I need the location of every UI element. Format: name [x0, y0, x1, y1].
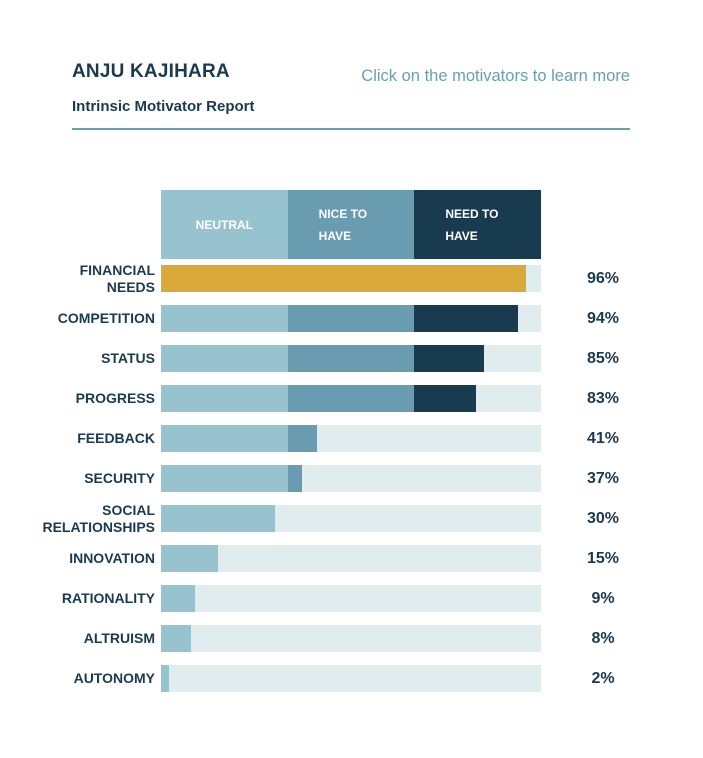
- motivator-bar-track[interactable]: [161, 385, 541, 412]
- motivator-label[interactable]: RATIONALITY: [61, 590, 155, 606]
- motivator-percent: 83%: [586, 389, 620, 407]
- bar-neutral-segment: [161, 465, 288, 492]
- bar-neutral-segment: [161, 305, 288, 332]
- motivator-label[interactable]: FEEDBACK: [77, 430, 155, 446]
- legend-need-to-have: NEED TO HAVE: [414, 190, 541, 259]
- motivator-bar-track[interactable]: [161, 465, 541, 492]
- motivator-label[interactable]: SECURITY: [84, 470, 155, 486]
- motivator-row[interactable]: COMPETITION 94%: [0, 305, 703, 332]
- bar-neutral-segment: [161, 585, 196, 612]
- motivator-percent: 96%: [586, 269, 620, 287]
- motivator-bar-track[interactable]: [161, 345, 541, 372]
- legend-neutral: NEUTRAL: [161, 190, 288, 259]
- motivator-label[interactable]: COMPETITION: [57, 310, 155, 326]
- motivator-percent: 30%: [586, 509, 620, 527]
- motivator-percent: 15%: [586, 549, 620, 567]
- motivator-bar-track[interactable]: [161, 665, 541, 692]
- legend-nice-to-have: NICE TO HAVE: [287, 190, 415, 259]
- motivator-label[interactable]: STATUS: [101, 350, 155, 366]
- bar-nice-segment: [287, 425, 317, 452]
- learn-more-hint[interactable]: Click on the motivators to learn more: [361, 67, 630, 85]
- motivator-label[interactable]: SOCIAL RELATIONSHIPS: [42, 501, 155, 535]
- motivator-label[interactable]: PROGRESS: [75, 390, 155, 406]
- motivator-row[interactable]: SOCIAL RELATIONSHIPS 30%: [0, 501, 703, 535]
- legend: NEUTRAL NICE TO HAVE NEED TO HAVE: [161, 190, 541, 259]
- motivator-percent: 2%: [591, 669, 615, 687]
- motivator-bar-track[interactable]: [161, 505, 541, 532]
- name-heading: ANJU KAJIHARA: [72, 61, 230, 82]
- legend-neutral-label: NEUTRAL: [195, 217, 253, 232]
- bar-neutral-segment: [161, 545, 218, 572]
- motivator-row[interactable]: FEEDBACK 41%: [0, 425, 703, 452]
- motivator-bar-track[interactable]: [161, 625, 541, 652]
- motivator-percent: 37%: [586, 469, 620, 487]
- motivator-label[interactable]: AUTONOMY: [73, 670, 155, 686]
- motivator-row[interactable]: FINANCIAL NEEDS 96%: [0, 261, 703, 295]
- motivator-percent: 94%: [586, 309, 620, 327]
- motivator-row[interactable]: AUTONOMY 2%: [0, 665, 703, 692]
- bar-need-segment: [414, 345, 484, 372]
- legend-nice-label: NICE TO HAVE: [318, 206, 368, 243]
- motivator-percent: 41%: [586, 429, 620, 447]
- bar-neutral-segment: [161, 385, 288, 412]
- bar-neutral-segment: [161, 625, 192, 652]
- bar-need-segment: [414, 305, 519, 332]
- motivator-bar-track[interactable]: [161, 305, 541, 332]
- motivator-percent: 85%: [586, 349, 620, 367]
- bar-neutral-segment: [161, 345, 288, 372]
- bar-neutral-segment: [161, 505, 275, 532]
- bar-nice-segment: [287, 465, 302, 492]
- motivator-row[interactable]: SECURITY 37%: [0, 465, 703, 492]
- bar-nice-segment: [287, 305, 415, 332]
- motivator-percent: 9%: [591, 589, 615, 607]
- bar-need-segment: [414, 385, 477, 412]
- motivator-row[interactable]: INNOVATION 15%: [0, 545, 703, 572]
- legend-need-label: NEED TO HAVE: [445, 206, 499, 243]
- motivator-percent: 8%: [591, 629, 615, 647]
- motivator-bar-track[interactable]: [161, 265, 541, 292]
- motivator-row[interactable]: STATUS 85%: [0, 345, 703, 372]
- motivator-label[interactable]: INNOVATION: [69, 550, 155, 566]
- bar-neutral-segment: [161, 665, 169, 692]
- motivator-row[interactable]: RATIONALITY 9%: [0, 585, 703, 612]
- report-subtitle: Intrinsic Motivator Report: [72, 98, 255, 115]
- motivator-row[interactable]: PROGRESS 83%: [0, 385, 703, 412]
- header-divider: [72, 128, 630, 130]
- bar-highlight-segment: [161, 265, 526, 292]
- motivator-bar-track[interactable]: [161, 425, 541, 452]
- motivator-label[interactable]: ALTRUISM: [83, 630, 155, 646]
- motivator-bar-track[interactable]: [161, 585, 541, 612]
- bar-nice-segment: [287, 385, 415, 412]
- motivator-label[interactable]: FINANCIAL NEEDS: [79, 261, 155, 295]
- bar-neutral-segment: [161, 425, 288, 452]
- motivator-bar-track[interactable]: [161, 545, 541, 572]
- bar-nice-segment: [287, 345, 415, 372]
- motivator-row[interactable]: ALTRUISM 8%: [0, 625, 703, 652]
